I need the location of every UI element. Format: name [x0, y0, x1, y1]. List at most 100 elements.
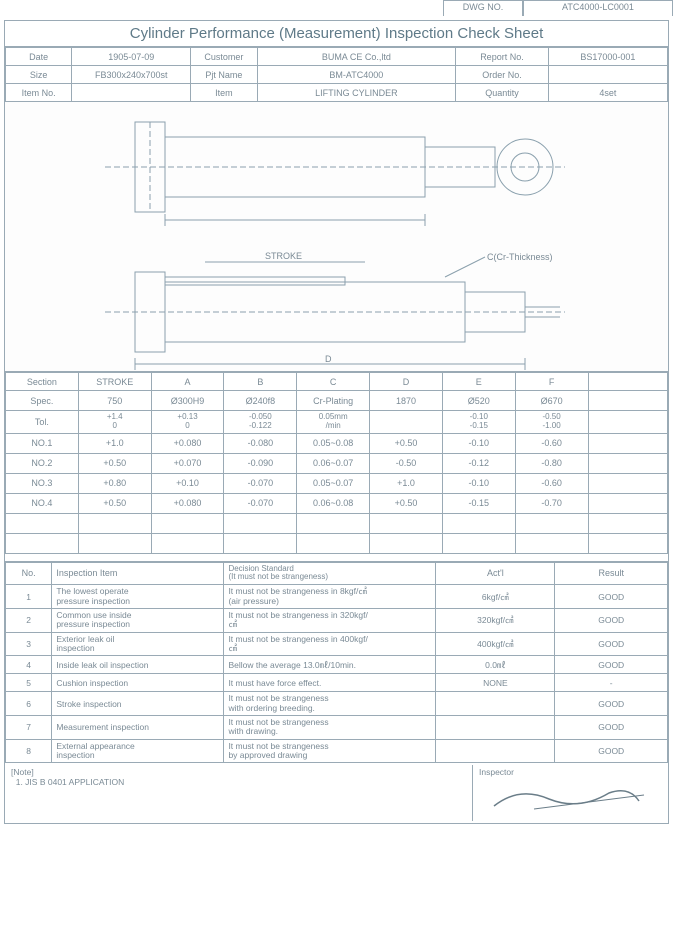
meas-cell: -0.50-1.00 — [515, 411, 588, 434]
meas-col-3: B — [224, 373, 297, 391]
meas-cell — [6, 513, 79, 533]
meas-row: NO.2+0.50+0.070-0.0900.06~0.07-0.50-0.12… — [6, 453, 668, 473]
insp-row: 4Inside leak oil inspectionBellow the av… — [6, 656, 668, 674]
meas-cell: -0.080 — [224, 433, 297, 453]
page-title: Cylinder Performance (Measurement) Inspe… — [5, 21, 668, 47]
insp-row: 2Common use insidepressure inspectionIt … — [6, 608, 668, 632]
meas-cell: +1.0 — [78, 433, 151, 453]
insp-cell: GOOD — [555, 608, 668, 632]
insp-cell: 7 — [6, 715, 52, 739]
meas-cell — [224, 513, 297, 533]
meas-cell: +0.50 — [78, 493, 151, 513]
meas-cell: -0.12 — [442, 453, 515, 473]
meas-cell: +0.50 — [78, 453, 151, 473]
meas-cell — [370, 411, 443, 434]
meas-cell — [6, 533, 79, 553]
dwg-no-label: DWG NO. — [443, 0, 523, 16]
meas-cell — [515, 533, 588, 553]
insp-cell — [436, 715, 555, 739]
meas-row: NO.4+0.50+0.080-0.0700.06~0.08+0.50-0.15… — [6, 493, 668, 513]
meas-cell — [224, 533, 297, 553]
insp-cell: The lowest operatepressure inspection — [52, 585, 224, 609]
insp-cell: Bellow the average 13.0㎖/10min. — [224, 656, 436, 674]
meas-cell — [297, 513, 370, 533]
meas-cell: -0.15 — [442, 493, 515, 513]
insp-cell: 1 — [6, 585, 52, 609]
meas-cell — [78, 513, 151, 533]
meas-cell: +0.130 — [151, 411, 224, 434]
note-label: [Note] — [11, 767, 34, 777]
itemno-label: Item No. — [6, 84, 72, 102]
qty-value: 4set — [548, 84, 667, 102]
itemno-value — [72, 84, 191, 102]
meas-cell: NO.4 — [6, 493, 79, 513]
meas-col-7: F — [515, 373, 588, 391]
meas-cell: Ø300H9 — [151, 391, 224, 411]
insp-cell — [436, 692, 555, 716]
meas-cell: 0.05~0.07 — [297, 473, 370, 493]
qty-label: Quantity — [456, 84, 549, 102]
meas-col-4: C — [297, 373, 370, 391]
meas-cell: NO.2 — [6, 453, 79, 473]
meas-row — [6, 513, 668, 533]
meas-cell — [588, 453, 668, 473]
meas-cell: -0.070 — [224, 473, 297, 493]
insp-cell: 3 — [6, 632, 52, 656]
insp-cell: Cushion inspection — [52, 674, 224, 692]
meas-cell: +0.50 — [370, 493, 443, 513]
insp-cell: NONE — [436, 674, 555, 692]
meas-cell: +0.080 — [151, 433, 224, 453]
insp-cell: External appearanceinspection — [52, 739, 224, 763]
meas-col-2: A — [151, 373, 224, 391]
signature-icon — [479, 781, 649, 817]
insp-row: 3Exterior leak oilinspectionIt must not … — [6, 632, 668, 656]
insp-cell: GOOD — [555, 585, 668, 609]
meas-cell: -0.10 — [442, 473, 515, 493]
meas-row: NO.3+0.80+0.10-0.0700.05~0.07+1.0-0.10-0… — [6, 473, 668, 493]
insp-cell: 6 — [6, 692, 52, 716]
meas-cell: -0.070 — [224, 493, 297, 513]
order-label: Order No. — [456, 66, 549, 84]
insp-cell — [436, 739, 555, 763]
meas-cell: -0.60 — [515, 473, 588, 493]
insp-row: 8External appearanceinspectionIt must no… — [6, 739, 668, 763]
meas-cell — [442, 533, 515, 553]
ccr-label: C(Cr-Thickness) — [487, 252, 553, 262]
meas-cell: 0.05~0.08 — [297, 433, 370, 453]
meas-cell — [151, 513, 224, 533]
meas-cell: Ø240f8 — [224, 391, 297, 411]
insp-row: 6Stroke inspectionIt must not be strange… — [6, 692, 668, 716]
meas-cell: -0.70 — [515, 493, 588, 513]
insp-cell: GOOD — [555, 739, 668, 763]
check-sheet: Cylinder Performance (Measurement) Inspe… — [4, 20, 669, 824]
insp-cell: Stroke inspection — [52, 692, 224, 716]
customer-label: Customer — [191, 48, 257, 66]
insp-cell: GOOD — [555, 656, 668, 674]
meas-cell — [588, 493, 668, 513]
insp-cell: It must not be strangenesswith ordering … — [224, 692, 436, 716]
meas-cell: NO.1 — [6, 433, 79, 453]
report-label: Report No. — [456, 48, 549, 66]
stroke-label: STROKE — [265, 251, 302, 261]
insp-cell: It must not be strangeness in 400kgf/㎠ — [224, 632, 436, 656]
insp-cell: 6kgf/㎠ — [436, 585, 555, 609]
customer-value: BUMA CE Co.,ltd — [257, 48, 456, 66]
meas-col-1: STROKE — [78, 373, 151, 391]
meas-cell: +0.070 — [151, 453, 224, 473]
meas-cell: +0.10 — [151, 473, 224, 493]
insp-cell: 400kgf/㎠ — [436, 632, 555, 656]
insp-cell: Measurement inspection — [52, 715, 224, 739]
meas-cell: -0.60 — [515, 433, 588, 453]
meas-row — [6, 533, 668, 553]
meas-cell — [588, 433, 668, 453]
insp-cell: It must not be strangeness in 8kgf/㎠(air… — [224, 585, 436, 609]
insp-cell: It must not be strangenesswith drawing. — [224, 715, 436, 739]
meas-cell: -0.10-0.15 — [442, 411, 515, 434]
insp-col-1: Inspection Item — [52, 562, 224, 585]
meas-cell: +0.50 — [370, 433, 443, 453]
meas-cell: -0.10 — [442, 433, 515, 453]
insp-cell: 8 — [6, 739, 52, 763]
insp-cell: It must not be strangeness in 320kgf/㎠ — [224, 608, 436, 632]
insp-row: 5Cushion inspectionIt must have force ef… — [6, 674, 668, 692]
meas-col-6: E — [442, 373, 515, 391]
